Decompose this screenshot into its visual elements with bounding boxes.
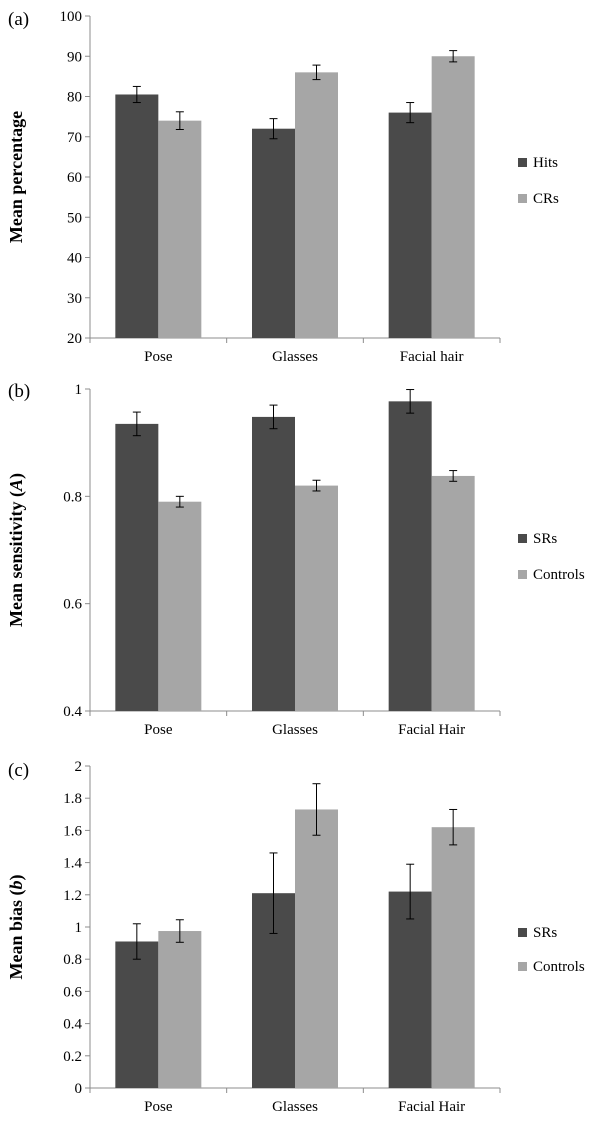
bar-crs xyxy=(295,72,338,338)
y-tick-label: 30 xyxy=(67,291,82,307)
x-tick-label: Facial Hair xyxy=(398,722,465,738)
legend-swatch-srs xyxy=(518,928,527,937)
panel-label: (c) xyxy=(8,760,29,781)
legend-label: SRs xyxy=(533,925,557,941)
y-tick-label: 1.6 xyxy=(63,823,82,839)
y-tick-label: 0 xyxy=(75,1081,83,1097)
legend-label: Hits xyxy=(533,155,558,171)
y-tick-label: 0.6 xyxy=(63,597,82,613)
legend-label: Controls xyxy=(533,959,585,975)
y-tick-label: 1.4 xyxy=(63,856,82,872)
chart-panel-3: (c) Mean bias (b) 0 0.2 0.4 0.6 0.8 1 1.2 1.4 1.6 1… xyxy=(6,759,585,1115)
y-tick-label: 0.4 xyxy=(63,704,82,720)
y-tick-label: 2 xyxy=(75,759,83,775)
bar-controls xyxy=(295,485,338,711)
x-tick-label: Facial hair xyxy=(400,349,464,365)
bar-hits xyxy=(252,128,295,338)
y-tick-label: 60 xyxy=(67,170,82,186)
bar-hits xyxy=(115,94,159,338)
bar-controls xyxy=(431,475,475,711)
bar-controls xyxy=(295,809,338,1088)
bar-crs xyxy=(431,56,475,338)
x-tick-label: Pose xyxy=(144,1099,173,1115)
y-axis-label: Mean bias (b) xyxy=(6,875,27,980)
y-tick-label: 0.8 xyxy=(63,952,82,968)
panel-label: (a) xyxy=(8,9,29,30)
bar-controls xyxy=(431,827,475,1088)
legend-swatch-controls xyxy=(518,962,527,971)
y-tick-label: 1.8 xyxy=(63,791,82,807)
y-tick-label: 20 xyxy=(67,331,82,347)
legend-swatch-crs xyxy=(518,194,527,203)
legend-label: SRs xyxy=(533,531,557,547)
y-tick-label: 80 xyxy=(67,90,82,106)
legend-swatch-controls xyxy=(518,570,527,579)
y-tick-label: 1 xyxy=(75,920,83,936)
bar-srs xyxy=(252,416,295,711)
y-tick-label: 1 xyxy=(75,382,83,398)
x-tick-label: Glasses xyxy=(272,722,318,738)
y-axis-label: Mean percentage xyxy=(6,111,26,243)
x-tick-label: Glasses xyxy=(272,1099,318,1115)
x-tick-label: Pose xyxy=(144,722,173,738)
legend-label: Controls xyxy=(533,567,585,583)
legend-swatch-hits xyxy=(518,158,527,167)
panel-label: (b) xyxy=(8,381,30,402)
y-tick-label: 1.2 xyxy=(63,888,82,904)
y-axis-label: Mean sensitivity (A) xyxy=(6,473,27,627)
bar-crs xyxy=(158,120,202,339)
bar-controls xyxy=(158,931,202,1088)
x-tick-label: Pose xyxy=(144,349,173,365)
bar-srs xyxy=(115,941,159,1088)
y-tick-label: 40 xyxy=(67,251,82,267)
bar-srs xyxy=(388,401,432,711)
x-tick-label: Glasses xyxy=(272,349,318,365)
legend-label: CRs xyxy=(533,191,559,207)
y-tick-label: 0.2 xyxy=(63,1049,82,1065)
y-tick-label: 0.6 xyxy=(63,984,82,1000)
y-tick-label: 0.8 xyxy=(63,489,82,505)
y-tick-label: 90 xyxy=(67,49,82,65)
bar-srs xyxy=(115,423,159,711)
bar-srs xyxy=(388,891,432,1088)
chart-panel-2: (b) Mean sensitivity (A) 0.4 0.6 0.8 1 Pose Gla… xyxy=(6,381,585,738)
y-tick-label: 100 xyxy=(60,9,83,25)
y-tick-label: 0.4 xyxy=(63,1017,82,1033)
y-tick-label: 70 xyxy=(67,130,82,146)
y-tick-label: 50 xyxy=(67,210,82,226)
x-tick-label: Facial Hair xyxy=(398,1099,465,1115)
legend-swatch-srs xyxy=(518,534,527,543)
bar-controls xyxy=(158,501,202,711)
bar-hits xyxy=(388,112,432,338)
chart-panel-1: (a) Mean percentage 20 30 40 50 60 70 80 90 100 Pos… xyxy=(6,9,559,365)
